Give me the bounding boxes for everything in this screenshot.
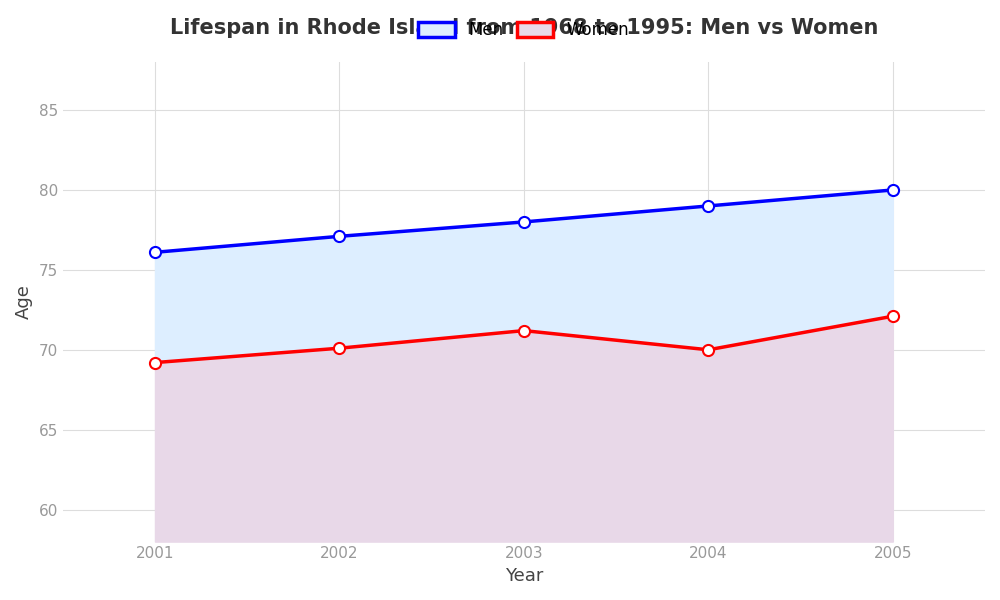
Legend: Men, Women: Men, Women bbox=[410, 13, 638, 47]
Y-axis label: Age: Age bbox=[15, 284, 33, 319]
X-axis label: Year: Year bbox=[505, 567, 543, 585]
Title: Lifespan in Rhode Island from 1968 to 1995: Men vs Women: Lifespan in Rhode Island from 1968 to 19… bbox=[170, 19, 878, 38]
